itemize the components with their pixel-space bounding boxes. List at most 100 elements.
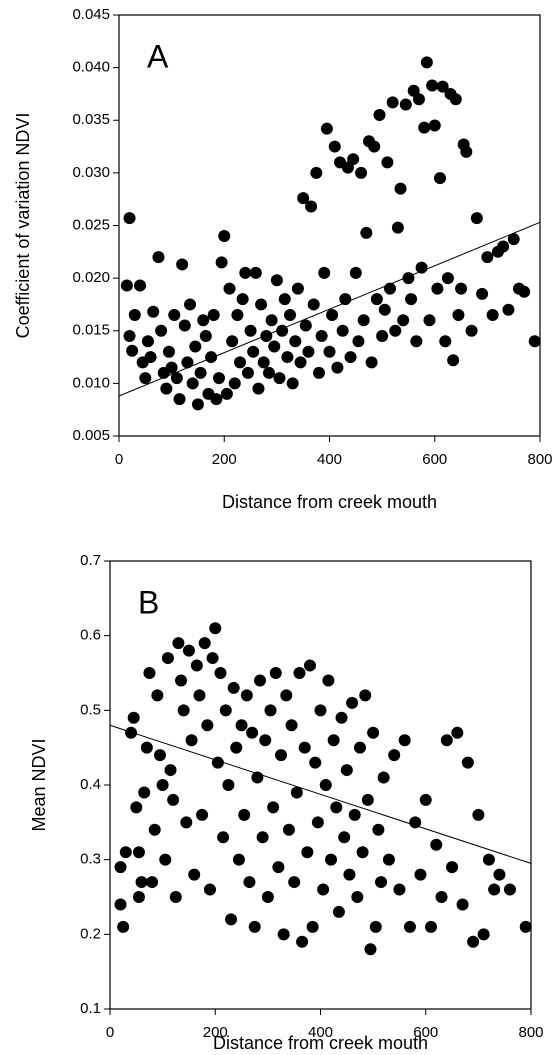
point [140, 741, 153, 754]
point [244, 324, 257, 337]
trend-line [109, 724, 532, 864]
point [451, 726, 464, 739]
y-tick-label: 0.020 [72, 269, 110, 286]
point [147, 305, 160, 318]
point [405, 293, 418, 306]
point [267, 801, 280, 814]
point [148, 823, 161, 836]
point [414, 868, 427, 881]
point [207, 308, 220, 321]
point [196, 808, 209, 821]
point [317, 883, 330, 896]
point [261, 891, 274, 903]
point [270, 274, 283, 287]
y-tick-label: 0.040 [72, 59, 110, 76]
point [302, 345, 315, 358]
point [472, 808, 485, 821]
point [117, 920, 130, 933]
point [477, 928, 490, 941]
point [273, 372, 286, 385]
point [332, 905, 345, 918]
point [211, 756, 224, 769]
point [119, 846, 132, 859]
point [162, 345, 175, 358]
point [191, 398, 204, 411]
x-tick-label: 800 [527, 451, 552, 468]
y-tick-label: 0.005 [72, 427, 110, 444]
point [460, 145, 473, 158]
point [146, 876, 159, 889]
point [156, 779, 169, 791]
x-tick-label: 0 [106, 1024, 114, 1041]
point [335, 711, 348, 724]
point [201, 719, 214, 732]
y-axis-label: Coefficient of variation NDVI [13, 113, 33, 339]
point [355, 166, 368, 179]
point [465, 324, 478, 337]
point [240, 689, 253, 702]
point [278, 293, 291, 306]
point [386, 96, 399, 109]
point [120, 279, 133, 292]
point [340, 764, 353, 777]
point [114, 861, 127, 874]
point [218, 230, 231, 243]
point [170, 372, 183, 385]
point [290, 786, 303, 799]
point [323, 345, 336, 358]
point [255, 298, 268, 311]
x-tick-label: 400 [317, 451, 342, 468]
point [185, 734, 198, 747]
point [284, 308, 297, 321]
point [373, 108, 386, 121]
point [365, 356, 378, 369]
point [155, 324, 168, 337]
point [394, 182, 407, 195]
plot-frame [118, 14, 541, 437]
x-axis-label: Distance from creek mouth [213, 1033, 428, 1053]
point [425, 920, 438, 933]
point [161, 652, 174, 665]
point [319, 779, 332, 791]
point [420, 56, 433, 69]
point [359, 689, 372, 702]
point [431, 282, 444, 295]
point [128, 308, 141, 321]
point [236, 293, 249, 306]
point [412, 93, 425, 106]
point [209, 622, 222, 635]
point [238, 808, 251, 821]
point [277, 928, 290, 941]
y-axis-label: Mean NDVI [29, 738, 49, 831]
x-axis-label: Distance from creek mouth [222, 492, 437, 512]
point [247, 345, 260, 358]
point [303, 659, 316, 672]
point [227, 681, 240, 694]
point [326, 308, 339, 321]
point [243, 876, 256, 889]
point [418, 121, 431, 134]
point [189, 340, 202, 353]
point [230, 741, 243, 754]
point [476, 287, 489, 300]
point [286, 377, 299, 390]
point [197, 314, 210, 327]
point [346, 696, 359, 709]
point [249, 266, 262, 279]
point [415, 261, 428, 274]
point [226, 335, 239, 348]
point [281, 351, 294, 364]
point [180, 816, 193, 829]
point [138, 786, 151, 799]
point [297, 192, 310, 205]
point [409, 816, 422, 829]
point [135, 876, 148, 889]
point [367, 726, 380, 739]
point [186, 377, 199, 390]
point [248, 920, 261, 933]
point [268, 340, 281, 353]
point [352, 335, 365, 348]
point [214, 667, 227, 679]
point [330, 801, 343, 814]
point [369, 920, 382, 933]
